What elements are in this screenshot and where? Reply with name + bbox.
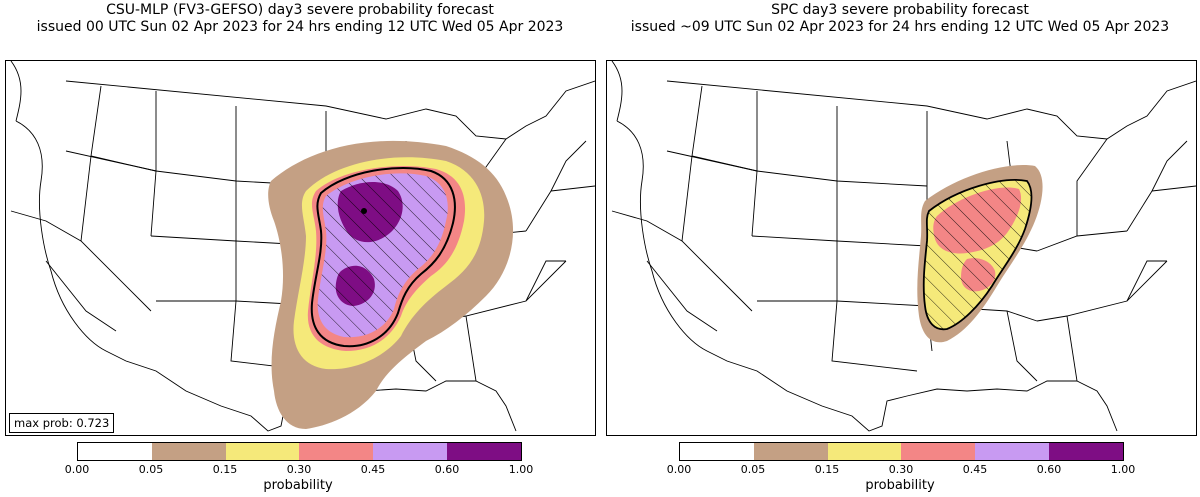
tick-label: 0.30 bbox=[888, 463, 914, 476]
tick-label: 0.60 bbox=[434, 463, 460, 476]
left-prob-contours bbox=[268, 140, 514, 429]
max-prob-box: max prob: 0.723 bbox=[9, 413, 115, 433]
left-title-line2: issued 00 UTC Sun 02 Apr 2023 for 24 hrs… bbox=[36, 19, 564, 35]
right-title: SPC day3 severe probability forecast iss… bbox=[600, 2, 1200, 36]
right-title-line1: SPC day3 severe probability forecast bbox=[771, 2, 1029, 18]
colorbar-seg-3 bbox=[299, 443, 374, 460]
left-colorbar-label: probability bbox=[263, 478, 333, 493]
colorbar-seg-0 bbox=[680, 443, 754, 460]
right-map-canvas bbox=[611, 61, 1196, 432]
right-colorbar-strip bbox=[679, 442, 1124, 461]
tick-label: 0.15 bbox=[814, 463, 840, 476]
left-hatch-area bbox=[317, 173, 448, 338]
colorbar-seg-3 bbox=[901, 443, 976, 460]
colorbar-seg-2 bbox=[225, 443, 300, 460]
tick-label: 0.60 bbox=[1036, 463, 1062, 476]
colorbar-seg-2 bbox=[827, 443, 902, 460]
tick-label: 0.45 bbox=[360, 463, 386, 476]
right-hatch-area bbox=[923, 179, 1032, 330]
left-map-canvas bbox=[10, 61, 595, 432]
colorbar-seg-1 bbox=[753, 443, 828, 460]
tick-label: 1.00 bbox=[1110, 463, 1136, 476]
left-sig-contour bbox=[310, 166, 456, 348]
colorbar-seg-5 bbox=[447, 443, 521, 460]
left-colorbar-strip bbox=[77, 442, 522, 461]
colorbar-seg-4 bbox=[975, 443, 1050, 460]
left-map: max prob: 0.723 bbox=[5, 60, 596, 436]
tick-label: 0.00 bbox=[64, 463, 90, 476]
right-colorbar-ticks: 0.00 0.05 0.15 0.30 0.45 0.60 1.00 bbox=[667, 463, 1136, 479]
tick-label: 0.05 bbox=[138, 463, 164, 476]
tick-label: 0.30 bbox=[286, 463, 312, 476]
right-state-borders bbox=[611, 61, 1196, 432]
colorbar-seg-1 bbox=[151, 443, 226, 460]
right-title-line2: issued ~09 UTC Sun 02 Apr 2023 for 24 hr… bbox=[630, 19, 1170, 35]
tick-label: 1.00 bbox=[508, 463, 534, 476]
right-prob-contours bbox=[917, 165, 1043, 343]
left-colorbar-ticks: 0.00 0.05 0.15 0.30 0.45 0.60 1.00 bbox=[65, 463, 534, 479]
tick-label: 0.00 bbox=[666, 463, 692, 476]
tick-label: 0.45 bbox=[962, 463, 988, 476]
left-title: CSU-MLP (FV3-GEFSO) day3 severe probabil… bbox=[0, 2, 600, 36]
left-max-point bbox=[361, 208, 367, 214]
tick-label: 0.15 bbox=[212, 463, 238, 476]
colorbar-seg-4 bbox=[373, 443, 448, 460]
right-sig-contour bbox=[922, 179, 1033, 331]
tick-label: 0.05 bbox=[740, 463, 766, 476]
left-title-line1: CSU-MLP (FV3-GEFSO) day3 severe probabil… bbox=[106, 2, 494, 18]
colorbar-seg-0 bbox=[78, 443, 152, 460]
right-colorbar-label: probability bbox=[865, 478, 935, 493]
colorbar-seg-5 bbox=[1049, 443, 1123, 460]
right-map bbox=[606, 60, 1197, 436]
